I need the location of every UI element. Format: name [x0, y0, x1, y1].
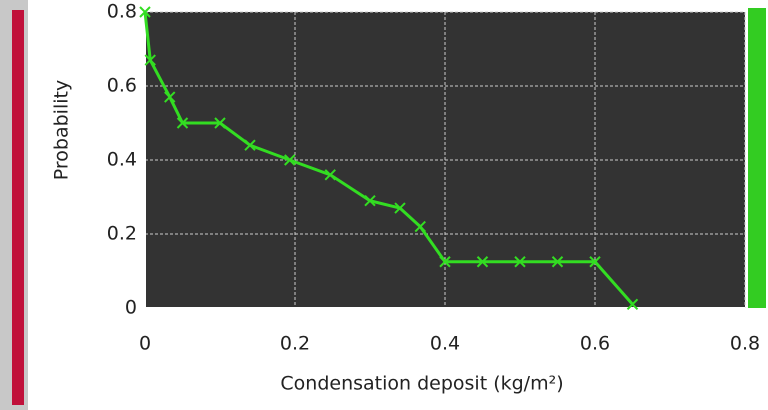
right-bar [748, 8, 766, 308]
y-tick-label: 0 [125, 297, 137, 319]
y-tick-label: 0.8 [107, 1, 137, 23]
y-tick-label: 0.4 [107, 149, 137, 171]
x-tick-label: 0.4 [430, 333, 460, 355]
x-tick-label: 0 [139, 333, 151, 355]
page: {"chart_data": {"type": "line", "x_label… [0, 0, 768, 410]
x-tick-label: 0.8 [730, 333, 760, 355]
chart: Condensation deposit (kg/m²) Probability… [0, 0, 768, 410]
x-tick-label: 0.6 [580, 333, 610, 355]
y-tick-label: 0.6 [107, 75, 137, 97]
x-axis-label: Condensation deposit (kg/m²) [280, 373, 563, 395]
x-tick-label: 0.2 [280, 333, 310, 355]
left-bar [12, 10, 24, 405]
y-axis-label: Probability [51, 80, 73, 180]
y-tick-label: 0.2 [107, 223, 137, 245]
